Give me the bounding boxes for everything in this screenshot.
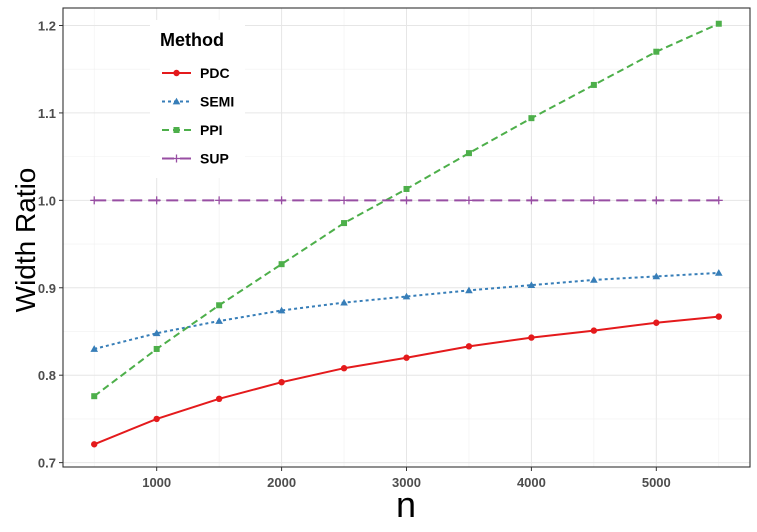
y-tick-label: 1.1 (38, 106, 56, 121)
legend-key-marker (172, 154, 181, 163)
data-point-semi (527, 281, 536, 288)
series-semi (90, 269, 723, 352)
data-point-sup (402, 196, 411, 205)
data-point-pdc (340, 365, 348, 372)
data-point-sup (714, 196, 723, 205)
series-ppi (91, 20, 722, 400)
series-pdc (91, 313, 722, 448)
data-point-sup (277, 196, 286, 205)
legend-item-ppi: PPI (162, 122, 223, 138)
data-point-sup (90, 196, 99, 205)
legend-label-pdc: PDC (200, 65, 230, 81)
x-tick-label: 5000 (642, 475, 671, 490)
grid (63, 8, 750, 467)
x-tick-label: 3000 (392, 475, 421, 490)
y-tick-label: 0.7 (38, 456, 56, 471)
data-point-pdc (715, 313, 722, 320)
data-point-semi (652, 272, 661, 280)
legend-label-sup: SUP (200, 151, 229, 167)
data-point-sup (464, 196, 473, 205)
data-point-ppi (715, 20, 722, 27)
data-point-ppi (91, 393, 98, 400)
data-point-semi (714, 269, 723, 276)
data-point-semi (402, 292, 411, 300)
data-point-ppi (153, 345, 160, 352)
data-point-pdc (215, 395, 223, 403)
y-axis-title: Width Ratio (10, 168, 41, 313)
data-point-sup (152, 196, 161, 205)
data-point-ppi (341, 220, 348, 227)
legend: Method PDC SEMI PPI SUP (150, 20, 245, 178)
x-axis-title: n (396, 484, 416, 525)
legend-key-marker (173, 69, 180, 77)
data-point-ppi (653, 48, 660, 55)
y-tick-label: 1.0 (38, 193, 56, 208)
x-tick-label: 4000 (517, 475, 546, 490)
data-point-sup (527, 196, 536, 205)
data-point-semi (340, 298, 348, 306)
legend-title: Method (160, 30, 224, 50)
data-point-pdc (653, 319, 660, 326)
series-sup (90, 196, 723, 205)
data-point-pdc (528, 334, 535, 341)
x-tick-label: 1000 (142, 475, 171, 490)
data-point-semi (590, 276, 598, 283)
y-tick-label: 0.9 (38, 281, 56, 296)
legend-item-semi: SEMI (162, 94, 234, 110)
legend-label-semi: SEMI (200, 94, 234, 110)
data-point-ppi (216, 302, 223, 309)
data-point-semi (152, 329, 161, 337)
y-tick-label: 0.8 (38, 368, 56, 383)
legend-background (150, 20, 245, 178)
data-point-sup (652, 196, 661, 205)
x-tick-label: 2000 (267, 475, 296, 490)
data-point-semi (465, 286, 473, 294)
data-point-pdc (465, 343, 473, 350)
series-lines (90, 20, 723, 448)
data-point-ppi (465, 150, 472, 157)
data-point-pdc (91, 441, 98, 448)
data-point-semi (277, 306, 286, 314)
data-point-pdc (278, 378, 285, 386)
data-point-ppi (278, 261, 285, 268)
data-point-sup (589, 196, 598, 205)
data-point-sup (215, 196, 224, 205)
y-tick-label: 1.2 (38, 18, 56, 33)
axis-ticks: 0.7 0.8 0.9 1.0 1.1 1.2 1000 2000 3000 4000 5000 (38, 18, 671, 490)
legend-label-ppi: PPI (200, 122, 223, 138)
data-point-ppi (403, 185, 410, 192)
legend-item-sup: SUP (162, 151, 229, 167)
data-point-sup (340, 196, 349, 205)
legend-key-marker (172, 97, 181, 105)
legend-items: PDC SEMI PPI SUP (162, 65, 234, 167)
data-point-pdc (403, 354, 410, 361)
data-point-pdc (590, 327, 598, 334)
data-point-pdc (153, 415, 160, 423)
data-point-ppi (590, 81, 597, 88)
data-point-semi (215, 317, 223, 324)
data-point-ppi (528, 115, 535, 122)
legend-key-marker (173, 127, 180, 133)
legend-item-pdc: PDC (162, 65, 230, 81)
data-point-semi (90, 345, 99, 352)
